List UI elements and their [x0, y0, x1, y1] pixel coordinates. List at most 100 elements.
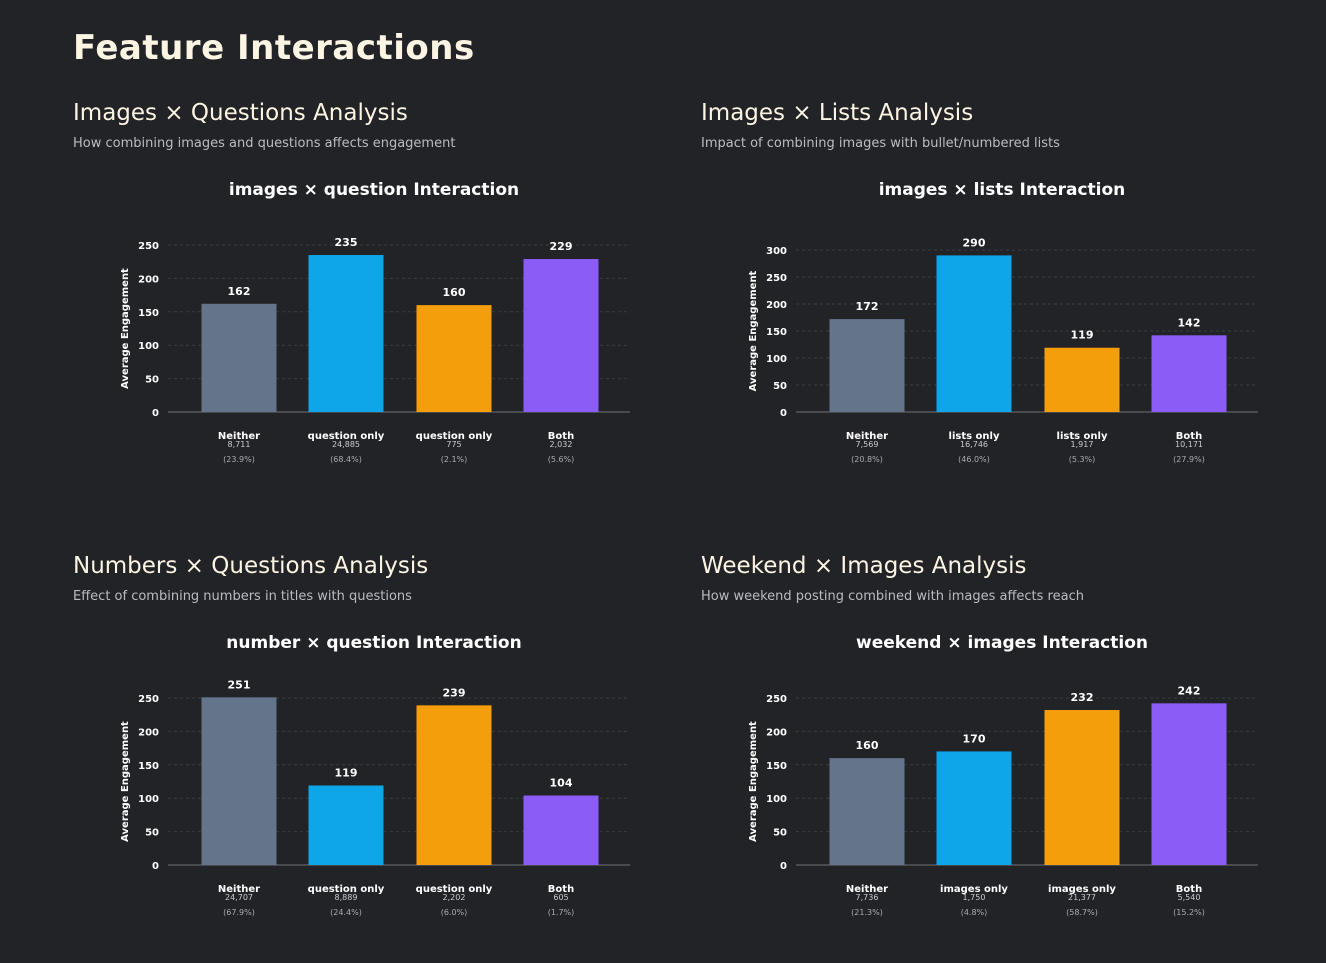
percent-label: (5.6%) — [548, 455, 575, 464]
chart-images-question: images × question Interaction Average Eng… — [120, 180, 630, 464]
bar-value-label: 229 — [550, 240, 573, 253]
percent-label: (21.3%) — [851, 908, 883, 917]
bar-value-label: 172 — [856, 300, 879, 313]
bar — [308, 255, 384, 412]
y-tick-label: 0 — [780, 861, 787, 872]
bar-value-label: 119 — [335, 767, 358, 780]
panel-images-questions: Images × Questions Analysis How combinin… — [73, 100, 693, 510]
y-tick-label: 200 — [766, 727, 787, 738]
y-tick-label: 150 — [766, 761, 787, 772]
count-label: 24,885 — [332, 440, 360, 449]
count-label: 2,032 — [550, 440, 573, 449]
chart-title: images × lists Interaction — [879, 180, 1126, 200]
panel-title: Images × Questions Analysis — [73, 100, 408, 126]
percent-label: (2.1%) — [441, 455, 468, 464]
category-label: question only — [308, 884, 385, 895]
y-tick-label: 100 — [138, 794, 159, 805]
bar — [1044, 347, 1120, 412]
category-label: Neither — [846, 431, 888, 442]
y-tick-label: 200 — [766, 300, 787, 311]
y-tick-label: 0 — [152, 861, 159, 872]
bar-value-label: 142 — [1178, 316, 1201, 329]
y-tick-label: 100 — [138, 341, 159, 352]
category-label: images only — [940, 884, 1008, 895]
panel-subtitle: Impact of combining images with bullet/n… — [701, 136, 1060, 151]
y-tick-label: 50 — [145, 375, 159, 386]
y-tick-label: 50 — [145, 828, 159, 839]
count-label: 21,377 — [1068, 893, 1096, 902]
y-tick-label: 150 — [138, 308, 159, 319]
percent-label: (5.3%) — [1069, 455, 1096, 464]
chart-title: number × question Interaction — [226, 633, 521, 653]
count-label: 10,171 — [1175, 440, 1203, 449]
bar — [1044, 710, 1120, 865]
category-label: Both — [1176, 431, 1202, 442]
bar — [416, 705, 492, 865]
percent-label: (6.0%) — [441, 908, 468, 917]
bar — [523, 795, 599, 865]
y-axis-label: Average Engagement — [748, 721, 759, 842]
category-label: Both — [548, 431, 574, 442]
category-label: Neither — [218, 431, 260, 442]
y-tick-label: 250 — [766, 273, 787, 284]
bar — [308, 785, 384, 865]
category-label: lists only — [949, 431, 1000, 442]
category-label: lists only — [1057, 431, 1108, 442]
percent-label: (4.8%) — [961, 908, 988, 917]
category-label: Neither — [846, 884, 888, 895]
y-tick-label: 200 — [138, 727, 159, 738]
bar-value-label: 170 — [963, 732, 986, 745]
y-tick-label: 300 — [766, 246, 787, 257]
y-tick-label: 250 — [766, 694, 787, 705]
category-label: images only — [1048, 884, 1116, 895]
percent-label: (27.9%) — [1173, 455, 1205, 464]
panel-subtitle: How weekend posting combined with images… — [701, 589, 1084, 604]
bar — [201, 697, 277, 865]
count-label: 1,917 — [1071, 440, 1094, 449]
chart-title: weekend × images Interaction — [856, 633, 1148, 653]
bar-value-label: 251 — [228, 678, 251, 691]
bar — [416, 305, 492, 412]
y-tick-label: 250 — [138, 241, 159, 252]
bar-value-label: 160 — [443, 286, 466, 299]
bar — [936, 751, 1012, 865]
y-tick-label: 0 — [152, 408, 159, 419]
bar-value-label: 232 — [1071, 691, 1094, 704]
bar-value-label: 235 — [335, 236, 358, 249]
count-label: 16,746 — [960, 440, 988, 449]
bar-value-label: 242 — [1178, 684, 1201, 697]
chart-title: images × question Interaction — [229, 180, 519, 200]
panel-title: Images × Lists Analysis — [701, 100, 974, 126]
y-axis-label: Average Engagement — [120, 268, 131, 389]
category-label: question only — [416, 884, 493, 895]
y-tick-label: 0 — [780, 408, 787, 419]
bar — [936, 255, 1012, 412]
bar-value-label: 104 — [550, 777, 573, 790]
y-tick-label: 200 — [138, 274, 159, 285]
count-label: 1,750 — [963, 893, 986, 902]
percent-label: (58.7%) — [1066, 908, 1098, 917]
count-label: 775 — [446, 440, 461, 449]
bar — [1151, 335, 1227, 412]
bar — [829, 319, 905, 412]
category-label: Both — [548, 884, 574, 895]
count-label: 8,711 — [228, 440, 251, 449]
y-tick-label: 150 — [138, 761, 159, 772]
bar-value-label: 119 — [1071, 329, 1094, 342]
bar-value-label: 160 — [856, 739, 879, 752]
chart-images-lists: images × lists Interaction Average Engage… — [748, 180, 1258, 464]
panel-subtitle: Effect of combining numbers in titles wi… — [73, 589, 412, 604]
percent-label: (68.4%) — [330, 455, 362, 464]
count-label: 605 — [553, 893, 568, 902]
y-axis-label: Average Engagement — [120, 721, 131, 842]
bar — [1151, 703, 1227, 865]
category-label: question only — [416, 431, 493, 442]
count-label: 7,569 — [856, 440, 879, 449]
panel-weekend-images: Weekend × Images Analysis How weekend po… — [701, 553, 1321, 963]
count-label: 5,540 — [1178, 893, 1201, 902]
category-label: Neither — [218, 884, 260, 895]
bar-value-label: 290 — [963, 236, 986, 249]
panel-title: Weekend × Images Analysis — [701, 553, 1027, 579]
percent-label: (20.8%) — [851, 455, 883, 464]
category-label: question only — [308, 431, 385, 442]
